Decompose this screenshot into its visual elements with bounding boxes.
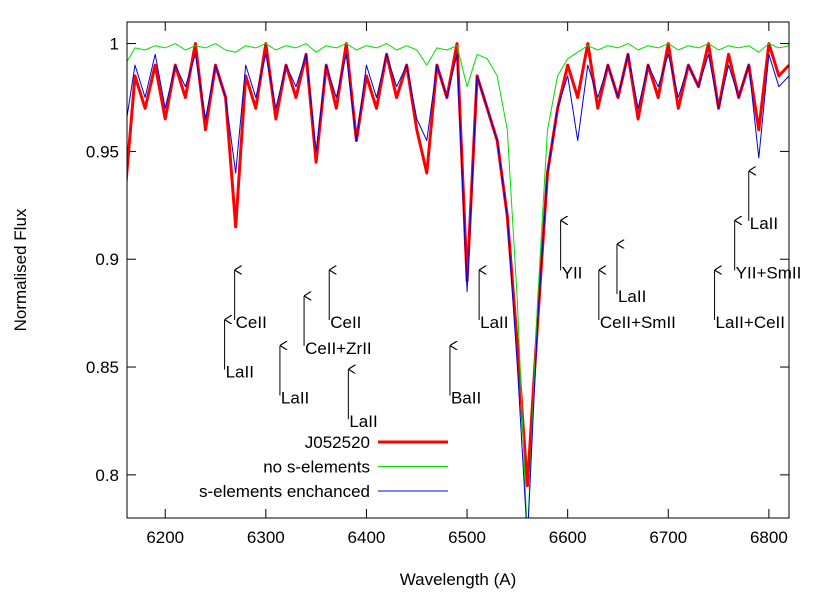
- y-tick-label: 0.8: [95, 466, 119, 485]
- annotation-label: CeII: [330, 313, 361, 332]
- annotation-label: LaII: [349, 412, 377, 431]
- x-tick-label: 6800: [750, 528, 788, 547]
- y-tick-label: 0.95: [86, 142, 119, 161]
- legend-label: s-elements enchanced: [199, 482, 370, 501]
- plot-area: [127, 42, 789, 518]
- x-tick-label: 6500: [448, 528, 486, 547]
- annotation-label: LaII: [480, 313, 508, 332]
- legend-label: J052520: [305, 433, 370, 452]
- series-line: [127, 43, 789, 518]
- annotation-label: LaII+CeII: [716, 313, 785, 332]
- annotation-label: LaII: [618, 287, 646, 306]
- x-tick-label: 6600: [549, 528, 587, 547]
- y-tick-label: 0.85: [86, 358, 119, 377]
- series-line: [127, 42, 789, 488]
- y-tick-label: 1: [110, 35, 119, 54]
- annotation-label: CeII+ZrII: [305, 339, 372, 358]
- annotation-label: YII+SmII: [736, 263, 802, 282]
- annotation-label: LaII: [750, 214, 778, 233]
- annotation-label: LaII: [281, 388, 309, 407]
- y-axis-label: Normalised Flux: [11, 208, 30, 331]
- plot-frame: [126, 21, 790, 519]
- annotation-label: BaII: [451, 388, 481, 407]
- x-tick-label: 6400: [348, 528, 386, 547]
- series-line: [127, 53, 789, 518]
- x-tick-label: 6700: [649, 528, 687, 547]
- x-axis-label: Wavelength (A): [400, 570, 517, 589]
- annotation-label: LaII: [226, 363, 254, 382]
- annotation-label: CeII+SmII: [600, 313, 676, 332]
- annotation-label: CeII: [236, 313, 267, 332]
- annotation-label: YII: [562, 263, 583, 282]
- x-tick-label: 6300: [247, 528, 285, 547]
- y-tick-label: 0.9: [95, 250, 119, 269]
- legend-label: no s-elements: [263, 458, 370, 477]
- x-tick-label: 6200: [146, 528, 184, 547]
